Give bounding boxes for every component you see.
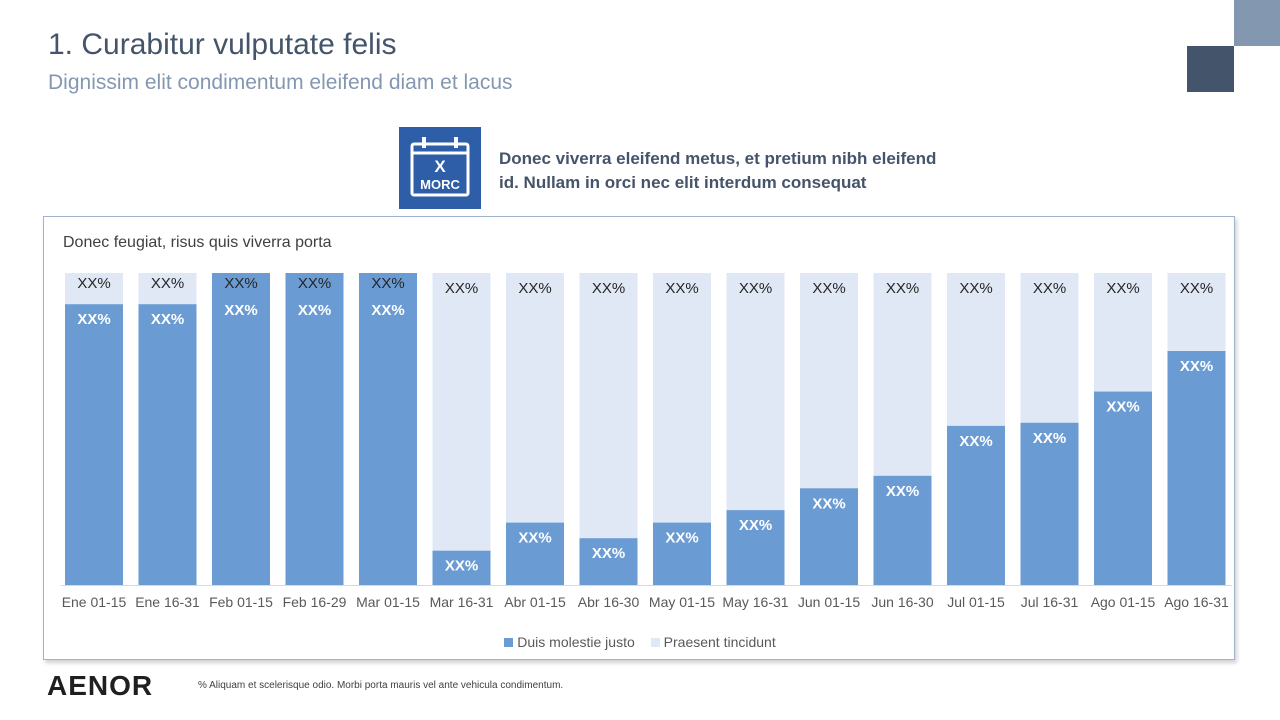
bar-segment-8-series-1 bbox=[579, 538, 638, 585]
bar-segment-13-series-1 bbox=[947, 425, 1005, 585]
bar-segment-2-series-1 bbox=[138, 304, 197, 585]
callout-text: Donec viverra eleifend metus, et pretium… bbox=[499, 147, 1019, 195]
category-label-12: Jun 16-30 bbox=[871, 594, 933, 610]
data-label-10-series-1: XX% bbox=[739, 517, 772, 534]
category-label-4: Feb 16-29 bbox=[283, 594, 347, 610]
data-label-16-series-2: XX% bbox=[1180, 280, 1213, 297]
data-label-7-series-2: XX% bbox=[518, 280, 551, 297]
data-label-4-series-2: XX% bbox=[298, 275, 331, 292]
data-label-1-series-1: XX% bbox=[77, 311, 110, 328]
bar-segment-15-series-2 bbox=[1094, 273, 1152, 392]
data-label-11-series-2: XX% bbox=[812, 280, 845, 297]
category-label-6: Mar 16-31 bbox=[430, 594, 494, 610]
data-label-2-series-1: XX% bbox=[151, 311, 184, 328]
data-label-5-series-2: XX% bbox=[371, 275, 404, 292]
data-label-11-series-1: XX% bbox=[812, 495, 845, 512]
bar-segment-4-series-1 bbox=[285, 273, 344, 585]
bar-segment-2-series-2 bbox=[138, 273, 197, 305]
callout-line-2: id. Nullam in orci nec elit interdum con… bbox=[499, 173, 867, 192]
category-label-11: Jun 01-15 bbox=[798, 594, 860, 610]
bar-segment-6-series-2 bbox=[432, 273, 491, 551]
bar-segment-8-series-2 bbox=[579, 273, 638, 539]
bar-segment-10-series-1 bbox=[726, 510, 785, 585]
data-label-8-series-2: XX% bbox=[592, 280, 625, 297]
category-label-16: Ago 16-31 bbox=[1164, 594, 1229, 610]
data-label-1-series-2: XX% bbox=[77, 275, 110, 292]
category-label-10: May 16-31 bbox=[722, 594, 788, 610]
legend-item-series-1: Duis molestie justo bbox=[504, 634, 635, 650]
bar-segment-14-series-2 bbox=[1020, 273, 1079, 423]
data-label-16-series-1: XX% bbox=[1180, 358, 1213, 375]
bar-segment-11-series-1 bbox=[800, 488, 858, 585]
bar-segment-7-series-1 bbox=[506, 522, 564, 585]
bar-segment-11-series-2 bbox=[800, 273, 858, 489]
data-label-12-series-1: XX% bbox=[886, 483, 919, 500]
data-label-6-series-1: XX% bbox=[445, 558, 478, 575]
bar-segment-12-series-1 bbox=[873, 475, 932, 585]
bar-segment-13-series-2 bbox=[947, 273, 1005, 426]
bar-segment-15-series-1 bbox=[1094, 391, 1152, 585]
bar-segment-6-series-1 bbox=[432, 550, 491, 585]
calendar-outline bbox=[410, 137, 470, 197]
chart-legend: Duis molestie justo Praesent tincidunt bbox=[0, 634, 1280, 650]
category-label-8: Abr 16-30 bbox=[578, 594, 640, 610]
bar-segment-9-series-2 bbox=[653, 273, 711, 523]
corner-decoration-dark bbox=[1187, 46, 1234, 92]
bar-segment-16-series-2 bbox=[1167, 273, 1226, 351]
calendar-icon: X MORC bbox=[399, 127, 481, 209]
bar-segment-3-series-1 bbox=[212, 273, 270, 585]
data-label-15-series-2: XX% bbox=[1106, 280, 1139, 297]
data-label-7-series-1: XX% bbox=[518, 530, 551, 547]
page-title: 1. Curabitur vulputate felis bbox=[48, 28, 397, 61]
bar-segment-5-series-1 bbox=[359, 273, 417, 585]
data-label-14-series-1: XX% bbox=[1033, 430, 1066, 447]
category-label-13: Jul 01-15 bbox=[947, 594, 1005, 610]
legend-label-series-1: Duis molestie justo bbox=[517, 634, 635, 650]
bar-segment-1-series-2 bbox=[65, 273, 123, 305]
data-label-6-series-2: XX% bbox=[445, 280, 478, 297]
category-label-9: May 01-15 bbox=[649, 594, 715, 610]
category-label-14: Jul 16-31 bbox=[1021, 594, 1079, 610]
data-label-3-series-2: XX% bbox=[224, 275, 257, 292]
legend-swatch-series-1 bbox=[504, 638, 514, 647]
stacked-bar-chart: XX% XX% Ene 01-15 XX% XX% Ene 16-31 XX% XX% Feb … bbox=[61, 273, 1232, 610]
data-label-9-series-2: XX% bbox=[665, 280, 698, 297]
legend-swatch-series-2 bbox=[650, 638, 660, 647]
category-label-5: Mar 01-15 bbox=[356, 594, 420, 610]
page-subtitle: Dignissim elit condimentum eleifend diam… bbox=[48, 71, 513, 94]
data-label-8-series-1: XX% bbox=[592, 545, 625, 562]
bar-segment-7-series-2 bbox=[506, 273, 564, 523]
aenor-logo: AENOR bbox=[47, 670, 154, 701]
bar-segment-9-series-1 bbox=[653, 522, 711, 585]
bar-segment-1-series-1 bbox=[65, 304, 123, 585]
data-label-2-series-2: XX% bbox=[151, 275, 184, 292]
chart-title: Donec feugiat, risus quis viverra porta bbox=[63, 234, 332, 251]
data-label-12-series-2: XX% bbox=[886, 280, 919, 297]
legend-item-series-2: Praesent tincidunt bbox=[650, 634, 776, 650]
bar-segment-14-series-1 bbox=[1020, 422, 1079, 585]
category-label-3: Feb 01-15 bbox=[209, 594, 273, 610]
data-label-13-series-2: XX% bbox=[959, 280, 992, 297]
data-label-9-series-1: XX% bbox=[665, 530, 698, 547]
category-label-1: Ene 01-15 bbox=[62, 594, 127, 610]
calendar-label: MORC bbox=[420, 177, 460, 192]
bar-segment-12-series-2 bbox=[873, 273, 932, 476]
calendar-letter: X bbox=[434, 157, 446, 176]
data-label-5-series-1: XX% bbox=[371, 302, 404, 319]
category-label-7: Abr 01-15 bbox=[504, 594, 566, 610]
category-label-2: Ene 16-31 bbox=[135, 594, 200, 610]
corner-decoration-light bbox=[1234, 0, 1280, 46]
data-label-14-series-2: XX% bbox=[1033, 280, 1066, 297]
data-label-4-series-1: XX% bbox=[298, 302, 331, 319]
data-label-10-series-2: XX% bbox=[739, 280, 772, 297]
callout-line-1: Donec viverra eleifend metus, et pretium… bbox=[499, 149, 937, 168]
bar-segment-16-series-1 bbox=[1167, 351, 1226, 585]
data-label-15-series-1: XX% bbox=[1106, 399, 1139, 416]
legend-label-series-2: Praesent tincidunt bbox=[663, 634, 776, 650]
bar-segment-10-series-2 bbox=[726, 273, 785, 511]
data-label-3-series-1: XX% bbox=[224, 302, 257, 319]
footnote: % Aliquam et scelerisque odio. Morbi por… bbox=[198, 680, 564, 691]
category-label-15: Ago 01-15 bbox=[1091, 594, 1156, 610]
data-label-13-series-1: XX% bbox=[959, 433, 992, 450]
